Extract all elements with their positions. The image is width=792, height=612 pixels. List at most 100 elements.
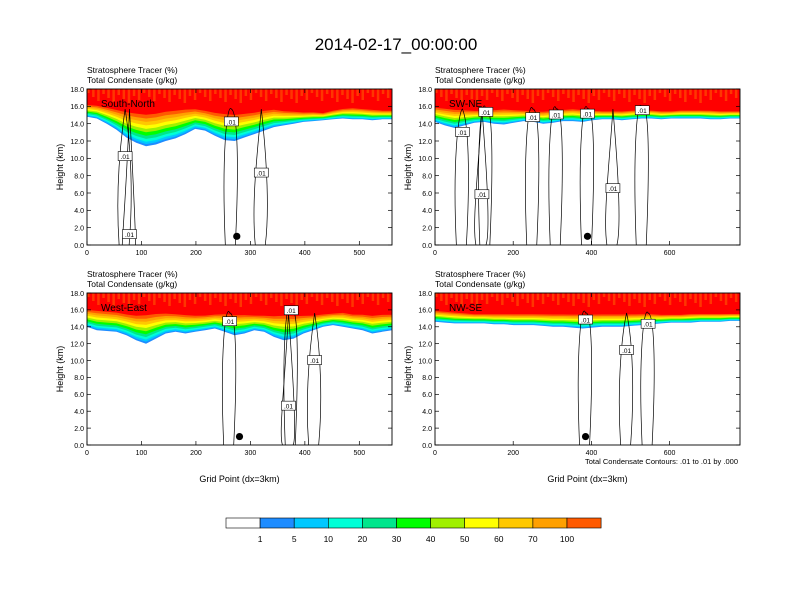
contour-label-box — [580, 108, 595, 119]
x-axis-label: Grid Point (dx=3km) — [199, 474, 279, 484]
tracer-stripe — [623, 293, 626, 302]
contour-label-box — [619, 345, 634, 355]
tracer-stripe — [663, 293, 667, 301]
tracer-stripe — [602, 89, 606, 93]
tracer-stripe — [97, 293, 100, 305]
location-marker — [581, 432, 590, 441]
tracer-stripe — [531, 89, 535, 103]
tracer-stripe — [724, 293, 728, 305]
tracer-stripe — [300, 293, 303, 300]
tracer-stripe — [445, 293, 448, 305]
contour-note: Total Condensate Contours: .01 to .01 by… — [585, 457, 738, 466]
tracer-stripe — [376, 293, 380, 305]
tracer-stripe — [193, 293, 197, 304]
tracer-stripe — [203, 89, 207, 97]
tracer-stripe — [193, 89, 197, 100]
tracer-stripe — [679, 89, 682, 98]
contour-label: .01 — [281, 400, 296, 411]
tracer-stripe — [178, 293, 181, 303]
tracer-stripe — [597, 89, 601, 100]
tracer-stripe — [658, 293, 662, 297]
tracer-stripe — [734, 293, 738, 302]
tracer-stripe — [567, 293, 570, 302]
tracer-stripe — [386, 89, 390, 98]
contour-label-box — [478, 107, 494, 117]
tracer-stripe — [658, 89, 662, 93]
y-tick-label: 14.0 — [418, 121, 432, 128]
x-tick-label: 500 — [353, 250, 365, 257]
tracer-stripe — [582, 89, 585, 99]
tracer-stripe — [480, 293, 484, 300]
contour-line — [605, 108, 620, 245]
tracer-stripe — [224, 293, 227, 306]
tracer-stripe — [244, 293, 248, 300]
tracer-stripe — [331, 89, 334, 98]
contour-line — [306, 312, 322, 445]
panel-label: West-East — [101, 303, 147, 314]
colorbar-level-label: 100 — [560, 534, 574, 544]
contour-label-text: .01 — [581, 318, 590, 325]
contour-label-text: .01 — [287, 308, 296, 315]
tracer-stripe — [168, 89, 171, 102]
tracer-stripe — [198, 293, 202, 297]
tracer-stripe — [592, 293, 596, 300]
contour-label-box — [634, 105, 650, 115]
contour-label: .01 — [605, 183, 621, 193]
tracer-stripe — [551, 293, 555, 301]
tracer-stripe — [371, 89, 375, 97]
tracer-stripe — [546, 293, 550, 297]
tracer-stripe — [668, 293, 672, 305]
y-tick-label: 18.0 — [418, 87, 432, 94]
tracer-stripe — [381, 89, 385, 94]
tracer-stripe — [285, 89, 288, 95]
tracer-stripe — [315, 89, 319, 97]
tracer-stripe — [122, 293, 126, 303]
tracer-stripe — [440, 293, 443, 301]
y-tick-label: 0.0 — [422, 443, 432, 450]
plot-frame — [86, 292, 393, 446]
tracer-stripe — [234, 293, 237, 303]
tracer-stripe — [300, 89, 303, 96]
contour-label: .01 — [474, 189, 490, 199]
tracer-stripe — [117, 89, 120, 95]
tracer-stripe — [729, 89, 733, 94]
tracer-stripe — [351, 293, 354, 307]
contour-label-text: .01 — [622, 348, 631, 355]
y-tick-label: 0.0 — [74, 243, 84, 250]
tracer-stripe — [198, 89, 202, 93]
y-tick-label: 2.0 — [422, 225, 432, 232]
tracer-stripe — [679, 293, 682, 302]
tracer-stripe — [485, 293, 489, 304]
y-tick-label: 10.0 — [70, 358, 84, 365]
tracer-stripe — [465, 293, 468, 299]
figure-title: 2014-02-17_00:00:00 — [315, 35, 478, 54]
tracer-stripe — [668, 89, 672, 101]
tracer-stripe — [506, 293, 509, 298]
tracer-stripe — [450, 293, 453, 298]
tracer-stripe — [290, 89, 293, 99]
tracer-stripe — [366, 89, 370, 93]
tracer-stripe — [612, 89, 616, 101]
contour-label-box — [281, 400, 296, 411]
x-tick-label: 0 — [433, 450, 437, 457]
panel-1: .01.01.01.01.01.01.01.01SW-NEStratospher… — [403, 65, 741, 257]
contour-label-box — [578, 314, 593, 325]
colorbar-swatch — [566, 517, 602, 529]
contour-label-text: .01 — [644, 322, 653, 329]
tracer-stripe — [541, 293, 545, 304]
y-tick-label: 12.0 — [418, 341, 432, 348]
y-tick-label: 12.0 — [70, 139, 84, 146]
tracer-stripe — [628, 293, 631, 306]
tracer-stripe — [511, 89, 514, 98]
contour-label: .01 — [455, 127, 470, 137]
tracer-stripe — [572, 89, 575, 102]
y-tick-label: 0.0 — [422, 243, 432, 250]
y-tick-label: 16.0 — [70, 308, 84, 315]
tracer-stripe — [280, 293, 283, 306]
x-tick-label: 400 — [299, 450, 311, 457]
tracer-stripe — [633, 89, 636, 95]
colorbar-level-label: 40 — [426, 534, 436, 544]
tracer-stripe — [270, 89, 273, 94]
x-tick-label: 0 — [85, 250, 89, 257]
tracer-stripe — [638, 89, 641, 99]
